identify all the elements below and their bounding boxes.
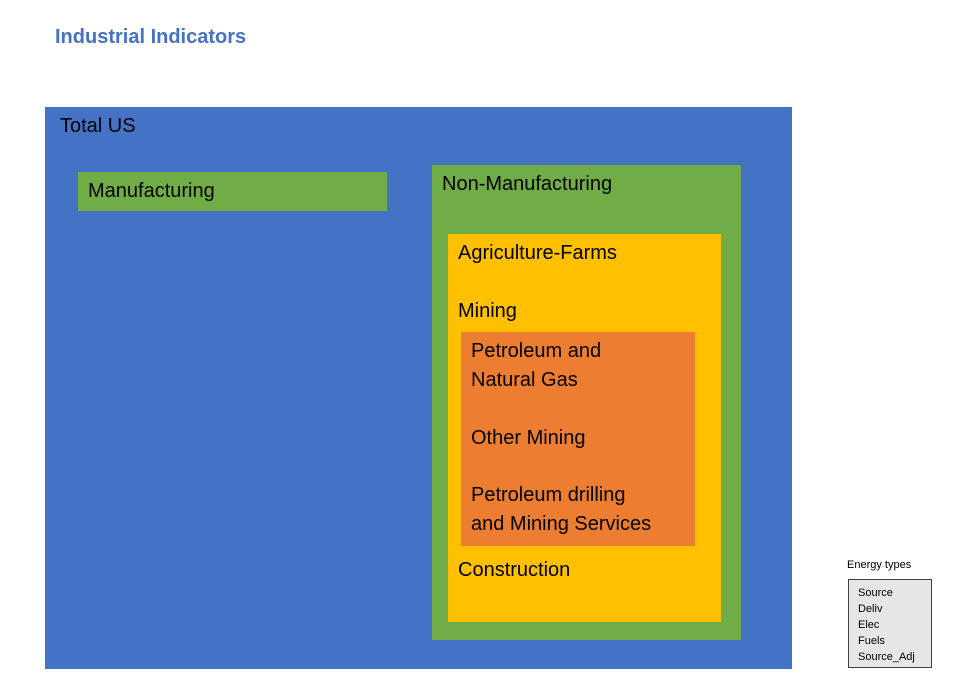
diagram-title: Industrial Indicators <box>55 26 247 48</box>
energy-type-item: Fuels <box>858 635 885 647</box>
mining-subsectors-box: Petroleum and Natural Gas Other Mining P… <box>461 332 695 546</box>
drilling-services-label-line1: Petroleum drilling <box>471 484 626 506</box>
energy-types-list: Source Deliv Elec Fuels Source_Adj <box>848 579 932 668</box>
non-manufacturing-label: Non-Manufacturing <box>442 173 613 195</box>
energy-type-item: Elec <box>858 619 880 631</box>
energy-type-item: Source_Adj <box>858 651 915 663</box>
petroleum-natural-gas-label-line2: Natural Gas <box>471 369 578 391</box>
total-us-label: Total US <box>60 115 136 137</box>
petroleum-natural-gas-label-line1: Petroleum and <box>471 340 602 362</box>
other-mining-label: Other Mining <box>471 427 586 449</box>
manufacturing-box: Manufacturing <box>78 172 387 211</box>
construction-label: Construction <box>458 559 571 581</box>
drilling-services-label-line2: and Mining Services <box>471 513 652 535</box>
energy-types-title: Energy types <box>847 559 912 571</box>
mining-label: Mining <box>458 300 517 322</box>
agriculture-farms-label: Agriculture-Farms <box>458 242 617 264</box>
manufacturing-label: Manufacturing <box>88 180 215 202</box>
energy-type-item: Deliv <box>858 603 883 615</box>
energy-type-item: Source <box>858 587 893 599</box>
